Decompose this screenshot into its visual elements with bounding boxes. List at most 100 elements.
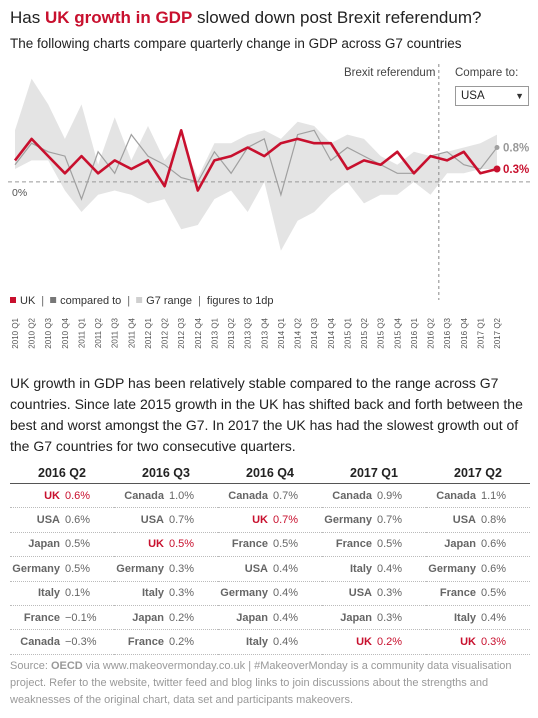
x-tick-label: 2012 Q4 bbox=[194, 317, 203, 348]
growth-value: 0.1% bbox=[65, 587, 91, 600]
table-cell: Japan 0.6% bbox=[426, 532, 530, 558]
growth-value: 0.4% bbox=[273, 636, 299, 649]
table-cell: USA 0.7% bbox=[114, 507, 218, 533]
legend-separator: | bbox=[41, 295, 44, 307]
compare-to-label: Compare to: bbox=[455, 67, 519, 79]
table-cell: UK 0.2% bbox=[322, 629, 426, 655]
table-cell: Italy 0.4% bbox=[218, 629, 322, 655]
compare-country-select[interactable]: USA ▼ bbox=[455, 86, 529, 106]
x-tick-label: 2015 Q1 bbox=[343, 317, 352, 348]
table-cell: UK 0.3% bbox=[426, 629, 530, 655]
footer-source-name: OECD bbox=[50, 660, 83, 672]
growth-value: 0.3% bbox=[169, 587, 195, 600]
column-header: 2017 Q1 bbox=[322, 463, 426, 484]
growth-value: 0.6% bbox=[65, 514, 91, 527]
legend-note: figures to 1dp bbox=[207, 295, 274, 307]
country-name: USA bbox=[452, 514, 476, 527]
legend-range-label: G7 range bbox=[146, 295, 192, 307]
x-tick-label: 2013 Q3 bbox=[244, 317, 253, 348]
growth-value: 0.2% bbox=[377, 636, 403, 649]
x-tick-label: 2013 Q1 bbox=[210, 317, 219, 348]
country-name: France bbox=[23, 611, 60, 624]
growth-value: 0.4% bbox=[273, 562, 299, 575]
table-row: Germany 0.5% Germany 0.3% USA 0.4% Italy 0.4% Ge… bbox=[10, 556, 530, 582]
growth-value: 0.7% bbox=[273, 489, 299, 502]
table-row: UK 0.6% Canada 1.0% Canada 0.7% Canada 0.9% Cana… bbox=[10, 483, 530, 509]
table-row: USA 0.6% USA 0.7% UK 0.7% Germany 0.7% USA 0.8% bbox=[10, 507, 530, 533]
x-tick-label: 2012 Q3 bbox=[177, 317, 186, 348]
table-cell: Japan 0.5% bbox=[10, 532, 114, 558]
growth-value: 0.6% bbox=[65, 489, 91, 502]
table-row: France −0.1% Japan 0.2% Japan 0.4% Japan 0.3% It… bbox=[10, 605, 530, 631]
x-tick-label: 2012 Q2 bbox=[161, 317, 170, 348]
table-cell: Canada 0.9% bbox=[322, 483, 426, 509]
g7-range-band bbox=[15, 78, 497, 251]
table-cell: UK 0.7% bbox=[218, 507, 322, 533]
country-name: USA bbox=[348, 587, 372, 600]
column-header: 2017 Q2 bbox=[426, 463, 530, 484]
country-name: USA bbox=[244, 562, 268, 575]
growth-value: 0.8% bbox=[481, 514, 507, 527]
x-tick-label: 2016 Q2 bbox=[427, 317, 436, 348]
table-cell: Italy 0.1% bbox=[10, 581, 114, 606]
table-row: Italy 0.1% Italy 0.3% Germany 0.4% USA 0.3% Fran… bbox=[10, 581, 530, 606]
brexit-referendum-label: Brexit referendum bbox=[344, 67, 436, 79]
growth-value: 0.4% bbox=[273, 587, 299, 600]
legend-range-swatch bbox=[136, 297, 143, 303]
x-tick-label: 2011 Q3 bbox=[111, 317, 120, 348]
growth-value: 0.5% bbox=[481, 587, 507, 600]
uk-line bbox=[13, 129, 498, 192]
growth-value: 0.9% bbox=[377, 489, 403, 502]
x-tick-label: 2010 Q3 bbox=[44, 317, 53, 348]
table-cell: Italy 0.4% bbox=[322, 556, 426, 582]
country-name: Japan bbox=[132, 611, 164, 624]
x-tick-label: 2014 Q3 bbox=[310, 317, 319, 348]
table-cell: Germany 0.7% bbox=[322, 507, 426, 533]
x-tick-label: 2017 Q2 bbox=[493, 317, 502, 348]
table-cell: Germany 0.3% bbox=[114, 556, 218, 582]
table-cell: USA 0.3% bbox=[322, 581, 426, 606]
growth-value: 1.0% bbox=[169, 489, 195, 502]
table-cell: USA 0.8% bbox=[426, 507, 530, 533]
x-tick-label: 2010 Q4 bbox=[61, 317, 70, 348]
page-subtitle: The following charts compare quarterly c… bbox=[10, 36, 462, 51]
country-name: Canada bbox=[436, 489, 476, 502]
table-cell: France 0.5% bbox=[426, 581, 530, 606]
table-cell: Canada 0.7% bbox=[218, 483, 322, 509]
growth-value: 0.5% bbox=[65, 562, 91, 575]
country-name: Italy bbox=[453, 611, 476, 624]
x-tick-label: 2011 Q2 bbox=[94, 317, 103, 348]
x-tick-label: 2010 Q1 bbox=[11, 317, 20, 348]
x-tick-label: 2010 Q2 bbox=[28, 317, 37, 348]
country-name: UK bbox=[460, 636, 476, 649]
x-tick-label: 2014 Q1 bbox=[277, 317, 286, 348]
country-name: Italy bbox=[245, 636, 268, 649]
table-cell: Italy 0.4% bbox=[426, 605, 530, 631]
country-name: Canada bbox=[332, 489, 372, 502]
country-name: Germany bbox=[428, 562, 476, 575]
growth-value: −0.3% bbox=[65, 636, 97, 649]
table-cell: Germany 0.4% bbox=[218, 581, 322, 606]
column-header: 2016 Q2 bbox=[10, 463, 114, 484]
table-cell: Italy 0.3% bbox=[114, 581, 218, 606]
country-name: France bbox=[127, 636, 164, 649]
compare-end-point bbox=[494, 144, 500, 150]
growth-value: 0.5% bbox=[377, 538, 403, 551]
title-highlight: UK growth in GDP bbox=[44, 8, 193, 27]
country-name: France bbox=[231, 538, 268, 551]
country-name: UK bbox=[44, 489, 60, 502]
footer-note: Source: OECD via www.makeovermonday.co.u… bbox=[10, 658, 530, 709]
uk-end-label: 0.3% bbox=[503, 164, 529, 176]
x-tick-label: 2012 Q1 bbox=[144, 317, 153, 348]
country-name: UK bbox=[148, 538, 164, 551]
country-name: Japan bbox=[444, 538, 476, 551]
growth-value: 0.5% bbox=[65, 538, 91, 551]
growth-value: 0.7% bbox=[169, 514, 195, 527]
growth-value: 0.6% bbox=[481, 538, 507, 551]
legend-compare-label: compared to bbox=[60, 295, 121, 307]
gdp-chart: 0% 0.8% 0.3% 2010 Q1 2010 Q2 2010 Q3 2010 Q4 20… bbox=[8, 64, 530, 349]
x-tick-label: 2015 Q4 bbox=[393, 317, 402, 348]
country-name: Japan bbox=[28, 538, 60, 551]
x-tick-label: 2016 Q1 bbox=[410, 317, 419, 348]
growth-value: 0.3% bbox=[481, 636, 507, 649]
